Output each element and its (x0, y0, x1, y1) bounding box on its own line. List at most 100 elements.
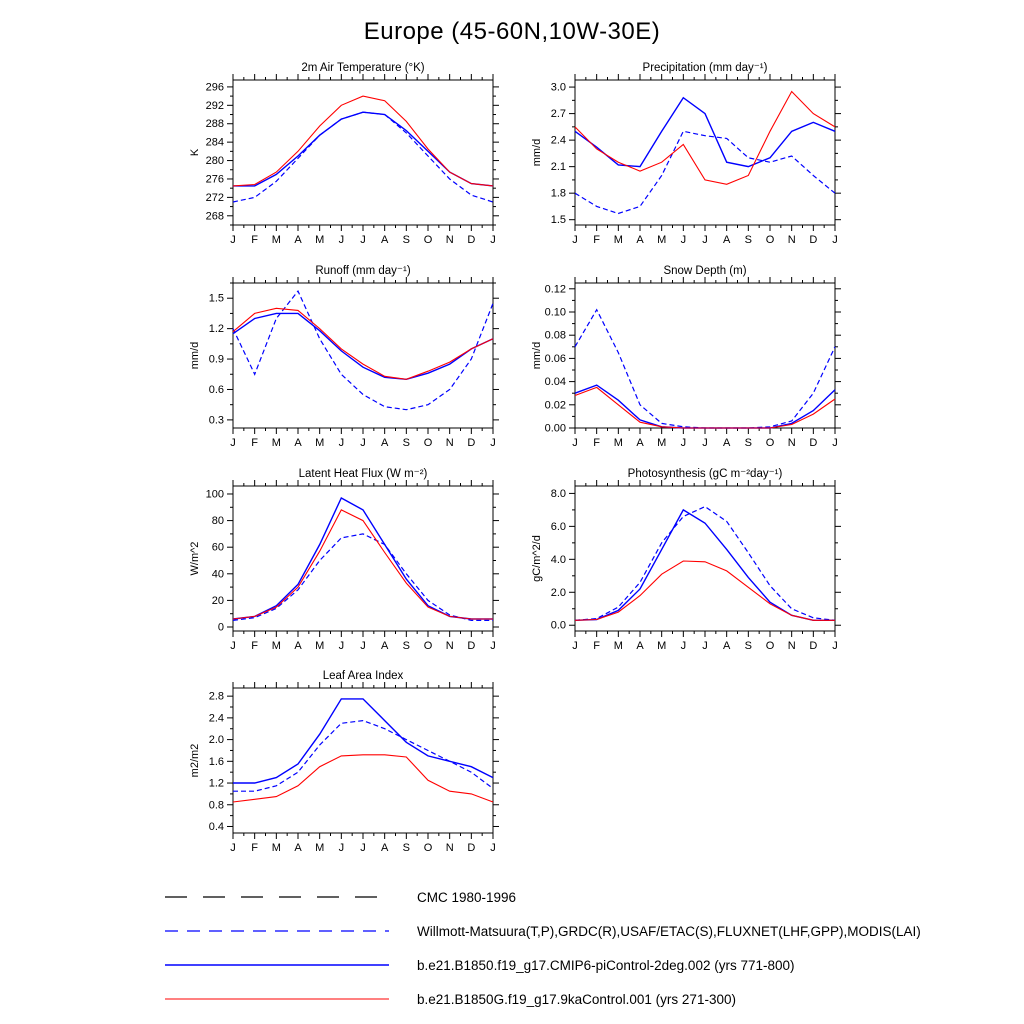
svg-text:0: 0 (218, 622, 224, 634)
svg-text:J: J (572, 234, 578, 246)
svg-text:J: J (702, 437, 708, 449)
svg-text:M: M (657, 234, 666, 246)
svg-text:J: J (572, 640, 578, 652)
svg-text:8.0: 8.0 (551, 488, 566, 500)
legend-line-blue-dashed (165, 930, 389, 932)
svg-text:A: A (381, 234, 389, 246)
svg-text:S: S (745, 640, 752, 652)
svg-text:J: J (490, 234, 496, 246)
svg-text:2.4: 2.4 (209, 712, 224, 724)
svg-text:100: 100 (206, 488, 224, 500)
chart-snow-depth: Snow Depth (m) mm/d 0.00 0.02 0.04 0.06 0.08 0.… (510, 263, 850, 468)
legend-label: Willmott-Matsuura(T,P),GRDC(R),USAF/ETAC… (417, 923, 921, 939)
svg-text:J: J (681, 640, 687, 652)
svg-text:2.0: 2.0 (209, 734, 224, 746)
svg-text:gC/m^2/d: gC/m^2/d (531, 535, 543, 582)
svg-text:J: J (832, 234, 838, 246)
svg-text:mm/d: mm/d (189, 342, 201, 370)
svg-text:m2/m2: m2/m2 (189, 744, 201, 778)
svg-text:40: 40 (212, 568, 224, 580)
svg-text:2.4: 2.4 (551, 135, 566, 147)
svg-text:O: O (766, 437, 775, 449)
svg-text:Leaf Area Index: Leaf Area Index (323, 670, 404, 682)
svg-text:M: M (272, 234, 281, 246)
svg-text:M: M (272, 842, 281, 854)
legend-label: CMC 1980-1996 (417, 889, 517, 905)
svg-text:O: O (424, 640, 433, 652)
chart-leaf-area-index: Leaf Area Index m2/m2 0.4 0.8 1.2 1.6 2.0 2.4 2.… (168, 668, 508, 873)
svg-text:A: A (294, 640, 302, 652)
svg-text:N: N (446, 234, 454, 246)
chart-precipitation: Precipitation (mm day⁻¹) mm/d 1.5 1.8 2.1 2.4… (510, 60, 850, 265)
svg-text:A: A (636, 437, 644, 449)
svg-text:D: D (809, 437, 817, 449)
svg-text:J: J (230, 437, 236, 449)
svg-text:J: J (832, 640, 838, 652)
svg-text:A: A (294, 842, 302, 854)
svg-text:M: M (315, 842, 324, 854)
legend-line-black-dashed (165, 896, 389, 898)
svg-text:M: M (657, 437, 666, 449)
svg-text:0.9: 0.9 (209, 354, 224, 366)
legend-item-picontrol: b.e21.B1850.f19_g17.CMIP6-piControl-2deg… (163, 948, 1003, 982)
svg-text:M: M (272, 437, 281, 449)
svg-text:Latent Heat Flux (W m⁻²): Latent Heat Flux (W m⁻²) (299, 468, 428, 480)
svg-text:A: A (294, 437, 302, 449)
svg-text:F: F (593, 437, 600, 449)
svg-text:0.6: 0.6 (209, 384, 224, 396)
chart-precipitation-plot: Precipitation (mm day⁻¹) mm/d 1.5 1.8 2.1 2.4… (531, 62, 841, 246)
svg-text:M: M (614, 640, 623, 652)
chart-2m-air-temperature: 2m Air Temperature (°K) K 268 272 276 280 284 2… (168, 60, 508, 265)
svg-text:268: 268 (206, 210, 224, 222)
svg-text:J: J (339, 842, 345, 854)
svg-text:20: 20 (212, 595, 224, 607)
legend-item-9kacontrol: b.e21.B1850G.f19_g17.9kaControl.001 (yrs… (163, 982, 1003, 1016)
svg-text:J: J (360, 437, 366, 449)
svg-text:J: J (360, 640, 366, 652)
svg-text:S: S (745, 234, 752, 246)
svg-text:S: S (403, 842, 410, 854)
svg-text:292: 292 (206, 100, 224, 112)
svg-text:2.8: 2.8 (209, 691, 224, 703)
svg-text:M: M (272, 640, 281, 652)
svg-text:M: M (315, 234, 324, 246)
svg-text:O: O (424, 842, 433, 854)
svg-text:3.0: 3.0 (551, 82, 566, 94)
svg-text:M: M (315, 437, 324, 449)
svg-text:D: D (467, 640, 475, 652)
chart-snow-depth-plot: Snow Depth (m) mm/d 0.00 0.02 0.04 0.06 0.08 0.… (531, 265, 841, 449)
svg-text:J: J (230, 842, 236, 854)
svg-text:0.10: 0.10 (545, 307, 566, 319)
svg-text:276: 276 (206, 173, 224, 185)
svg-text:J: J (360, 234, 366, 246)
svg-text:1.2: 1.2 (209, 778, 224, 790)
svg-text:0.3: 0.3 (209, 414, 224, 426)
chart-runoff-plot: Runoff (mm day⁻¹) mm/d 0.3 0.6 0.9 1.2 1.5 J F M A… (189, 265, 499, 449)
svg-text:A: A (723, 437, 731, 449)
svg-text:N: N (788, 234, 796, 246)
chart-runoff: Runoff (mm day⁻¹) mm/d 0.3 0.6 0.9 1.2 1.5 J F M A… (168, 263, 508, 468)
svg-text:mm/d: mm/d (531, 139, 543, 167)
svg-text:296: 296 (206, 81, 224, 93)
svg-text:J: J (490, 437, 496, 449)
svg-text:J: J (490, 640, 496, 652)
svg-text:J: J (339, 437, 345, 449)
svg-text:N: N (788, 437, 796, 449)
svg-text:O: O (424, 234, 433, 246)
svg-text:288: 288 (206, 118, 224, 130)
svg-text:0.06: 0.06 (545, 353, 566, 365)
svg-text:0.08: 0.08 (545, 330, 566, 342)
svg-text:A: A (723, 640, 731, 652)
svg-text:O: O (766, 640, 775, 652)
svg-text:2.1: 2.1 (551, 161, 566, 173)
svg-text:J: J (230, 640, 236, 652)
svg-text:A: A (381, 437, 389, 449)
svg-text:A: A (294, 234, 302, 246)
svg-text:280: 280 (206, 155, 224, 167)
svg-text:0.8: 0.8 (209, 799, 224, 811)
chart-2m-air-temperature-plot: 2m Air Temperature (°K) K 268 272 276 280 284 2… (189, 62, 499, 246)
svg-text:Snow Depth (m): Snow Depth (m) (663, 265, 746, 277)
svg-text:J: J (230, 234, 236, 246)
chart-photosynthesis: Photosynthesis (gC m⁻²day⁻¹) gC/m^2/d 0.0 2… (510, 466, 850, 671)
svg-text:M: M (614, 234, 623, 246)
